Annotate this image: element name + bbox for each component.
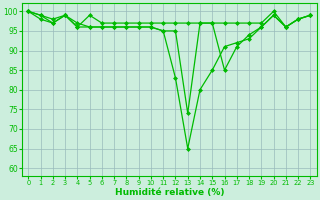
X-axis label: Humidité relative (%): Humidité relative (%)	[115, 188, 224, 197]
